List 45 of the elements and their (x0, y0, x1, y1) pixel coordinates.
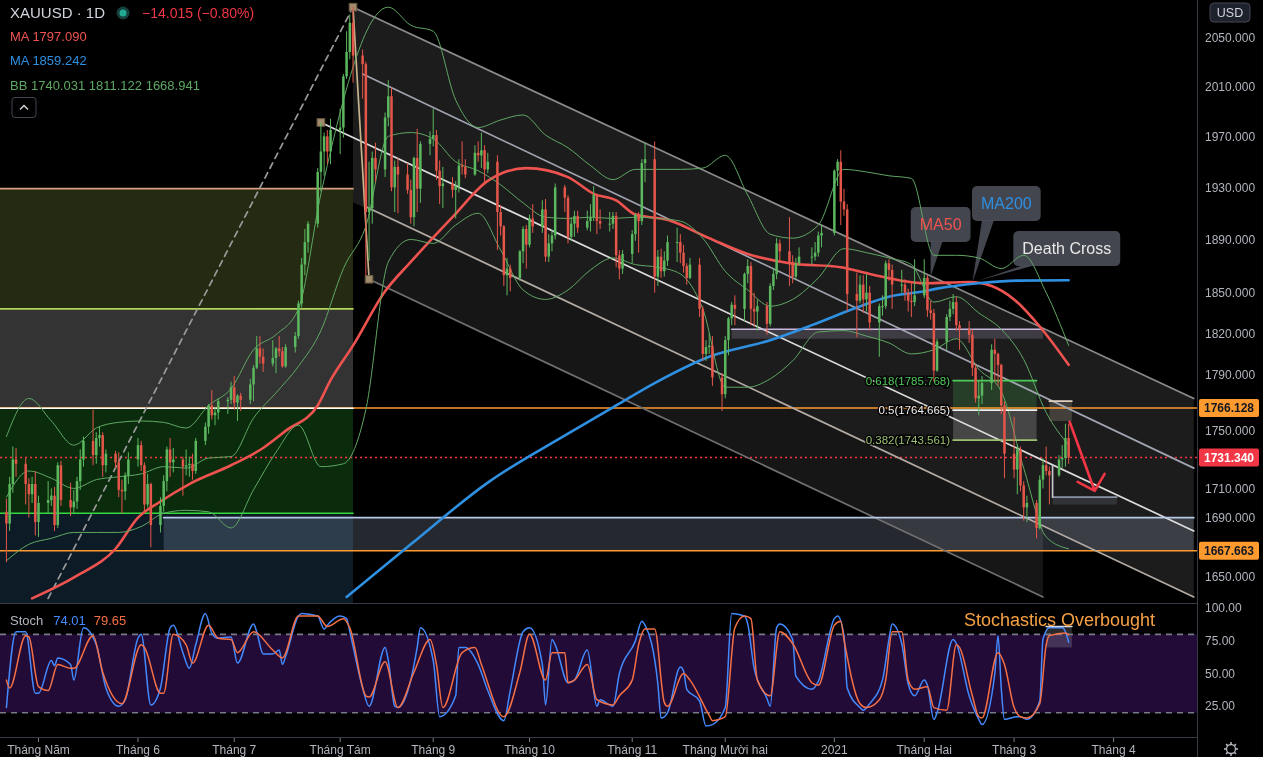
ref-line-label: 1667.663 (1203, 543, 1255, 558)
x-tick-label: Tháng 9 (411, 743, 456, 757)
y-tick-label: 1930.000 (1205, 180, 1256, 195)
text: BB 1740.031 1811.122 1668.941 (10, 77, 200, 93)
y-tick-label: 2010.000 (1205, 79, 1256, 94)
x-tick-label: Tháng 6 (115, 743, 161, 757)
y-tick-label: 1820.000 (1205, 326, 1256, 341)
y-tick-label: 100.00 (1205, 601, 1243, 616)
chart-title: XAUUSD · 1D (10, 4, 106, 22)
x-tick-label: Tháng 11 (607, 743, 658, 757)
x-tick-label: Tháng 4 (1091, 743, 1136, 757)
y-tick-label: 1890.000 (1205, 232, 1256, 247)
y-tick-label: 50.00 (1205, 666, 1236, 681)
series-label: 79.65 (93, 612, 127, 628)
y-tick-label: 75.00 (1205, 634, 1236, 649)
y-tick-label: 1710.000 (1205, 481, 1256, 496)
y-tick-label: 1850.000 (1205, 285, 1256, 300)
text: MA 1797.090 (10, 28, 87, 44)
y-tick-label: 1750.000 (1205, 424, 1256, 439)
annotation: MA200 (981, 195, 1032, 213)
y-tick-label: 2050.000 (1205, 30, 1256, 45)
chart-subtitle: −14.015 (−0.80%) (142, 4, 255, 21)
annotation: Death Cross (1022, 240, 1112, 258)
x-tick-label: Tháng Hai (896, 743, 952, 757)
annotation: Stochastics Overbought (963, 610, 1155, 631)
y-axis-title: USD (1216, 5, 1244, 20)
series-label: 74.01 (53, 612, 86, 628)
x-tick-label: Tháng 7 (212, 743, 257, 757)
series-label: 0.382(1743.561) (865, 434, 951, 447)
x-tick-label: Tháng Mười hai (682, 743, 768, 757)
y-tick-label: 1790.000 (1205, 367, 1256, 382)
y-tick-label: 1650.000 (1205, 570, 1256, 585)
y-tick-label: 25.00 (1205, 699, 1236, 714)
y-tick-label: 1690.000 (1205, 510, 1256, 525)
x-tick-label: Tháng 10 (504, 743, 556, 757)
ref-line-label: 1766.128 (1203, 401, 1255, 416)
x-tick-label: 2021 (821, 743, 849, 757)
annotation: MA50 (919, 216, 962, 234)
x-tick-label: Tháng 3 (992, 743, 1037, 757)
x-tick-label: Tháng Tám (309, 743, 371, 757)
text: MA 1859.242 (10, 53, 87, 69)
text: Stoch (10, 612, 44, 628)
x-tick-label: Tháng Năm (7, 743, 70, 757)
y-tick-label: 1970.000 (1205, 129, 1256, 144)
ref-line-label: 1731.340 (1203, 450, 1255, 465)
